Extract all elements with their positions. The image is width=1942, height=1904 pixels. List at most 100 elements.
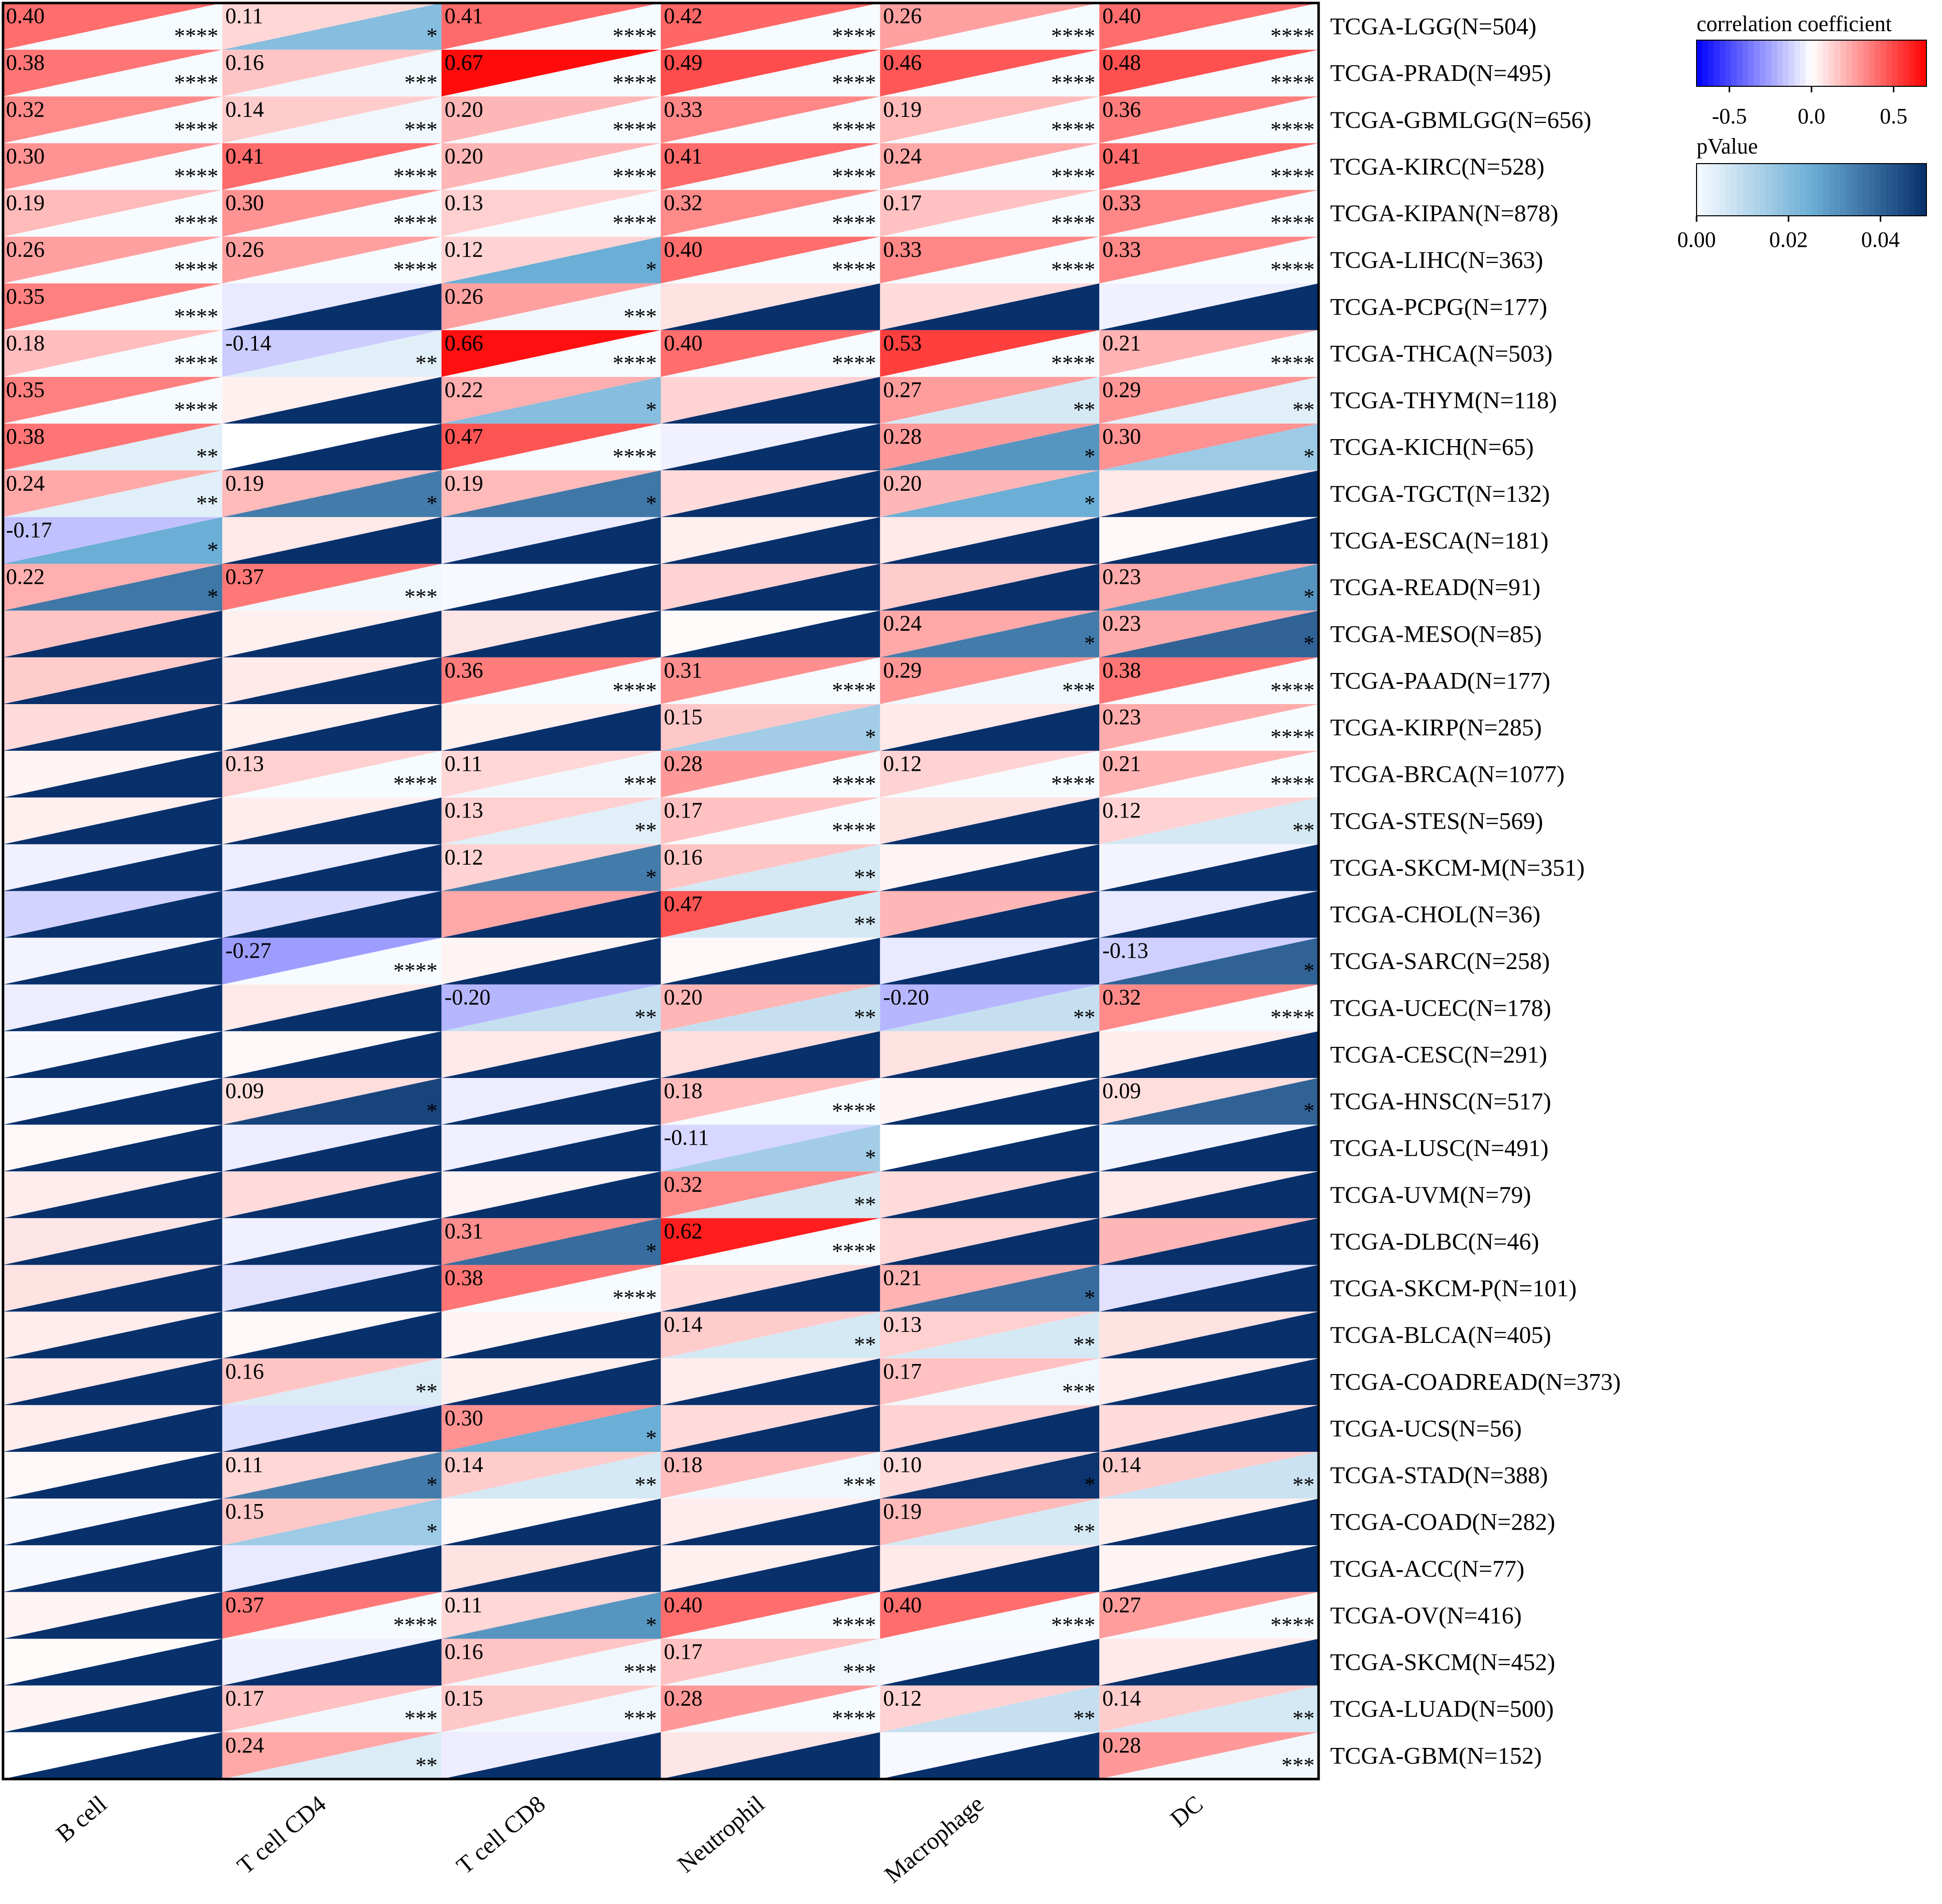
heatmap-cell [661,1031,880,1078]
correlation-triangle [3,236,222,284]
row-label: TCGA-UCS(N=56) [1330,1415,1522,1442]
colorbar-segment [1697,164,1703,216]
pvalue-triangle [441,1592,661,1639]
heatmap-cell [661,1405,880,1452]
significance-stars: *** [623,1660,657,1684]
heatmap-cell: 0.12 * [441,844,661,891]
heatmap-cell [1099,1265,1319,1312]
pvalue-triangle [222,751,442,798]
colorbar-segment [1788,40,1795,86]
pvalue-triangle [441,844,661,891]
correlation-triangle [661,1452,880,1499]
pvalue-triangle [880,143,1100,190]
colorbar-frame [1696,163,1927,216]
significance-stars: ** [634,1005,657,1030]
colorbar-segment [1719,164,1726,216]
heatmap-cell [3,984,222,1031]
coefficient-label: 0.12 [445,845,483,869]
colorbar-segment [1737,164,1743,216]
row-label: TCGA-GBMLGG(N=656) [1330,107,1591,133]
significance-stars: * [645,257,657,282]
pvalue-triangle [661,564,880,611]
colorbar-segment [1782,40,1789,86]
pvalue-triangle [3,1171,222,1218]
pvalue-triangle [661,937,880,985]
pvalue-triangle [661,751,880,798]
pvalue-triangle [222,704,442,751]
heatmap-cell: 0.49 **** [661,50,880,97]
colorbar-segment [1719,40,1726,86]
significance-stars: **** [394,211,438,235]
pvalue-triangle [661,1592,880,1639]
colorbar-segment [1903,40,1910,86]
heatmap-cell [880,283,1100,330]
significance-stars: *** [1062,1379,1095,1404]
coefficient-label: 0.35 [6,377,45,402]
correlation-triangle [222,1452,442,1499]
coefficient-label: 0.40 [664,237,702,262]
correlation-triangle [222,844,442,891]
coefficient-label: 0.18 [664,1452,702,1477]
pvalue-triangle [1099,937,1319,985]
coefficient-label: 0.37 [225,1592,264,1617]
significance-stars: * [207,537,218,562]
heatmap-cell: 0.38 **** [441,1265,661,1312]
significance-stars: *** [405,1706,438,1731]
pvalue-triangle [661,797,880,845]
heatmap-cell [661,1545,880,1592]
significance-stars: **** [1270,117,1315,142]
correlation-triangle [3,283,222,330]
pvalue-triangle [1099,984,1319,1031]
pvalue-triangle [222,891,442,938]
correlation-triangle [880,1685,1100,1732]
significance-stars: **** [832,1612,876,1637]
column-label: B cell [51,1791,112,1847]
heatmap-cell: 0.14 ** [661,1311,880,1358]
pvalue-triangle [441,1639,661,1686]
pvalue-triangle [441,1358,661,1405]
colorbar-segment [1748,40,1755,86]
significance-stars: **** [832,257,876,282]
significance-stars: *** [1062,678,1095,703]
coefficient-label: 0.19 [445,471,483,495]
correlation-triangle [222,283,442,330]
significance-stars: * [1084,1472,1095,1497]
row-label: TCGA-HNSC(N=517) [1330,1089,1551,1115]
heatmap-cell [3,937,222,985]
correlation-triangle [441,1405,661,1452]
colorbar-segment [1863,40,1870,86]
colorbar-segment [1771,164,1778,216]
coefficient-label: 0.21 [883,1266,922,1290]
coefficient-label: 0.10 [883,1452,922,1477]
pvalue-triangle [1099,751,1319,798]
heatmap-cell: 0.31 * [441,1218,661,1265]
correlation-triangle [222,984,442,1031]
heatmap-cell [3,1265,222,1312]
heatmap-cell: -0.14 ** [222,330,442,377]
heatmap-cell: 0.19 **** [880,96,1100,144]
heatmap-cell [661,937,880,985]
coefficient-label: 0.19 [883,97,922,121]
coefficient-label: 0.12 [883,1686,922,1711]
pvalue-triangle [880,610,1100,657]
significance-stars: ** [416,1753,438,1778]
pvalue-triangle [661,657,880,704]
pvalue-triangle [661,704,880,751]
pvalue-triangle [880,564,1100,611]
correlation-triangle [1099,844,1319,891]
row-label: TCGA-DLBC(N=46) [1330,1229,1539,1255]
pvalue-triangle [1099,1685,1319,1732]
heatmap-cell [222,377,442,424]
correlation-triangle [222,143,442,190]
significance-stars: **** [174,351,218,375]
coefficient-label: 0.11 [225,1452,263,1477]
pvalue-triangle [661,236,880,284]
significance-stars: **** [1051,771,1095,796]
colorbar-segment [1714,164,1720,216]
heatmap-cell: 0.20 * [880,470,1100,517]
colorbar-segment [1834,164,1841,216]
pvalue-triangle [3,1077,222,1125]
correlation-triangle [1099,1685,1319,1732]
coefficient-label: -0.20 [445,985,491,1010]
correlation-triangle [880,50,1100,97]
